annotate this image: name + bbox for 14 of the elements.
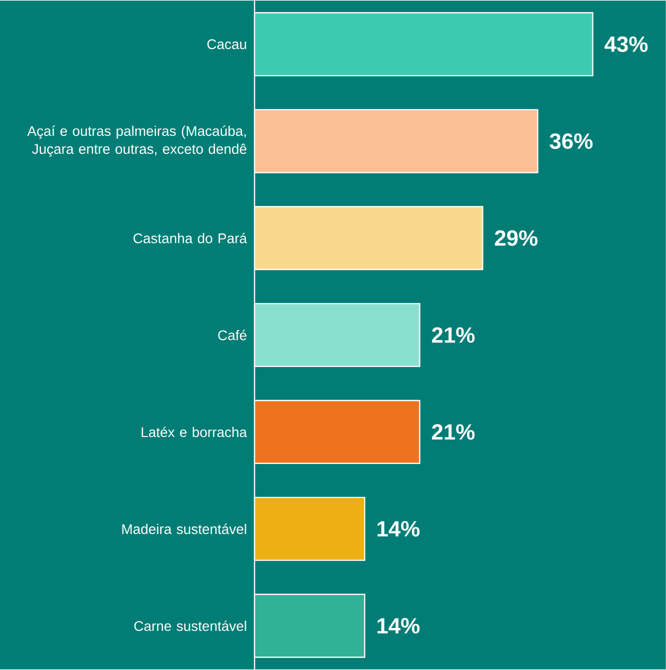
data-label: 36% [550, 133, 593, 149]
y-tick-label: Carne sustentável [134, 620, 246, 632]
y-tick-label: Café [218, 330, 247, 340]
data-label: 43% [604, 36, 648, 52]
y-tick-label: Latéx e borracha [142, 426, 248, 438]
data-label: 29% [494, 230, 538, 246]
y-tick-label: Açaí e outras palmeiras (Macaúba, Juçara entre outras, exceto dendê [27, 126, 246, 157]
y-tick-label: Madeira sustentável [122, 524, 246, 534]
data-label: 21% [432, 424, 475, 440]
data-label: 14% [378, 618, 420, 634]
data-label: 14% [378, 521, 420, 537]
y-tick-label: Cacau [207, 39, 246, 50]
y-tick-label: Castanha do Pará [134, 232, 248, 244]
data-label: 21% [432, 327, 475, 343]
